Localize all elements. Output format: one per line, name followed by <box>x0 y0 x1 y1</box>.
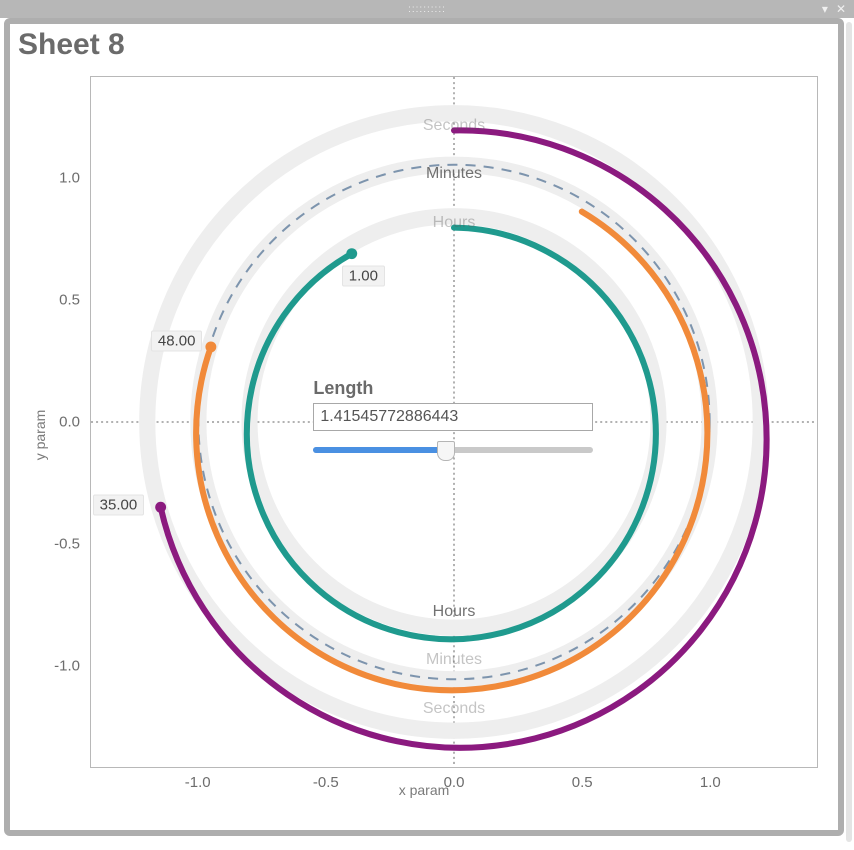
length-parameter-title: Length <box>313 378 593 399</box>
y-tick-label: 0.0 <box>59 414 80 431</box>
y-tick-label: -0.5 <box>54 535 80 552</box>
app-window: :::::::::: ▾ ✕ Sheet 8 y param x param -… <box>0 0 854 850</box>
endpoint-value-hours: 1.00 <box>342 265 385 286</box>
x-tick-label: 1.0 <box>700 774 721 791</box>
slider-fill <box>313 447 445 453</box>
x-tick-label: -1.0 <box>185 774 211 791</box>
endpoint-value-seconds: 35.00 <box>93 495 145 516</box>
window-grip[interactable]: :::::::::: <box>408 4 446 15</box>
titlebar: :::::::::: ▾ ✕ <box>0 0 854 18</box>
x-tick-label: -0.5 <box>313 774 339 791</box>
y-tick-label: 1.0 <box>59 170 80 187</box>
y-tick-label: -1.0 <box>54 657 80 674</box>
x-tick-label: 0.0 <box>444 774 465 791</box>
window-minimize-icon[interactable]: ▾ <box>822 0 828 18</box>
window-close-icon[interactable]: ✕ <box>836 0 846 18</box>
slider-thumb[interactable] <box>437 441 455 461</box>
length-slider[interactable] <box>313 441 593 459</box>
length-parameter-input[interactable] <box>313 403 593 431</box>
y-tick-label: 0.5 <box>59 292 80 309</box>
x-tick-label: 0.5 <box>572 774 593 791</box>
frame-shadow <box>846 22 852 842</box>
plot-area: Length Seconds Minutes Hours Hours Minutes Se… <box>90 76 818 768</box>
endpoint-value-minutes: 48.00 <box>151 330 203 351</box>
length-parameter-control: Length <box>313 378 593 459</box>
ring-label-minutes: Minutes <box>424 165 484 183</box>
ring-label-seconds: Seconds <box>421 117 487 135</box>
ring-label-hours: Hours <box>431 214 478 232</box>
ring-label-hours: Hours <box>431 603 478 621</box>
ring-label-minutes: Minutes <box>424 651 484 669</box>
sheet-frame: Sheet 8 y param x param -1.0-0.50.00.51.… <box>4 18 844 836</box>
ring-label-seconds: Seconds <box>421 700 487 718</box>
